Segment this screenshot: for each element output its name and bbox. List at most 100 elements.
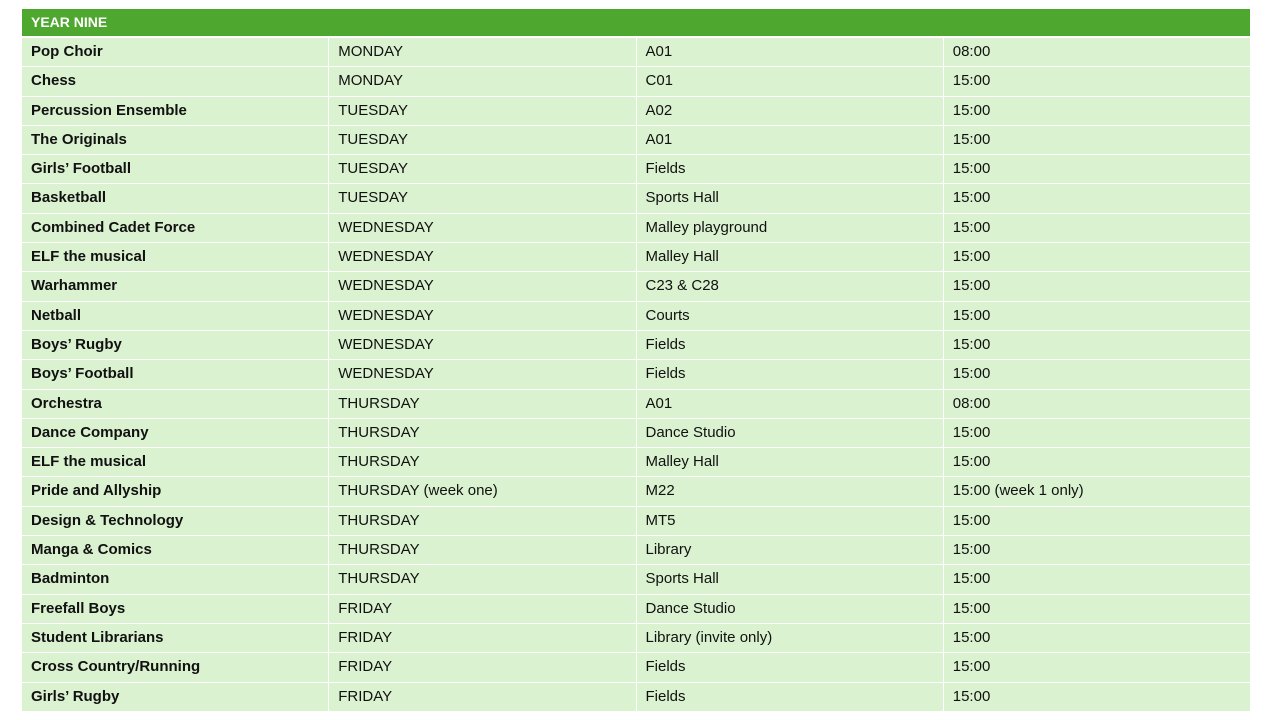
cell-activity-name: Freefall Boys xyxy=(22,594,330,624)
cell-activity-name: Pop Choir xyxy=(22,38,330,68)
cell-day: TUESDAY xyxy=(329,125,637,156)
cell-location: M22 xyxy=(636,477,944,507)
cell-day: TUESDAY xyxy=(329,155,637,185)
cell-day: FRIDAY xyxy=(329,623,637,654)
cell-activity-name: Boys’ Rugby xyxy=(22,330,330,361)
cell-location: Malley Hall xyxy=(636,448,944,478)
cell-location: Sports Hall xyxy=(636,565,944,595)
table-row: Percussion Ensemble TUESDAY A02 15:00 xyxy=(22,96,1250,126)
cell-activity-name: The Originals xyxy=(22,125,330,156)
table-row: Dance Company THURSDAY Dance Studio 15:00 xyxy=(22,418,1250,449)
cell-location: Fields xyxy=(636,330,944,361)
cell-day: THURSDAY xyxy=(329,448,637,478)
table-row: Basketball TUESDAY Sports Hall 15:00 xyxy=(22,184,1250,214)
cell-day: TUESDAY xyxy=(329,96,637,126)
cell-day: FRIDAY xyxy=(329,594,637,624)
cell-activity-name: Badminton xyxy=(22,565,330,595)
cell-time: 15:00 xyxy=(943,653,1250,683)
cell-location: C01 xyxy=(636,67,944,97)
cell-time: 15:00 xyxy=(943,536,1250,566)
table-row: Chess MONDAY C01 15:00 xyxy=(22,67,1250,97)
cell-location: Malley Hall xyxy=(636,243,944,273)
cell-activity-name: ELF the musical xyxy=(22,448,330,478)
cell-location: Malley playground xyxy=(636,213,944,244)
cell-location: Sports Hall xyxy=(636,184,944,214)
table-row: Combined Cadet Force WEDNESDAY Malley play… xyxy=(22,213,1250,244)
cell-day: WEDNESDAY xyxy=(329,243,637,273)
activities-table: YEAR NINE Pop Choir MONDAY A01 08:00 Chess MO… xyxy=(22,9,1250,712)
table-title: YEAR NINE xyxy=(22,9,1250,38)
cell-location: Fields xyxy=(636,155,944,185)
cell-time: 15:00 xyxy=(943,96,1250,126)
cell-time: 15:00 xyxy=(943,623,1250,654)
table-row: Manga & Comics THURSDAY Library 15:00 xyxy=(22,536,1250,566)
cell-day: WEDNESDAY xyxy=(329,272,637,302)
cell-location: MT5 xyxy=(636,506,944,537)
table-row: Girls’ Football TUESDAY Fields 15:00 xyxy=(22,155,1250,185)
table-row: ELF the musical THURSDAY Malley Hall 15:00 xyxy=(22,448,1250,478)
cell-time: 15:00 xyxy=(943,448,1250,478)
cell-day: WEDNESDAY xyxy=(329,213,637,244)
cell-day: THURSDAY xyxy=(329,389,637,419)
cell-location: C23 & C28 xyxy=(636,272,944,302)
cell-time: 15:00 xyxy=(943,184,1250,214)
cell-time: 15:00 xyxy=(943,330,1250,361)
cell-day: THURSDAY xyxy=(329,506,637,537)
cell-time: 15:00 xyxy=(943,155,1250,185)
cell-time: 15:00 (week 1 only) xyxy=(943,477,1250,507)
cell-location: Fields xyxy=(636,653,944,683)
cell-time: 15:00 xyxy=(943,272,1250,302)
table-row: Pop Choir MONDAY A01 08:00 xyxy=(22,38,1250,68)
cell-location: Fields xyxy=(636,360,944,390)
cell-activity-name: Orchestra xyxy=(22,389,330,419)
table-row: Design & Technology THURSDAY MT5 15:00 xyxy=(22,506,1250,537)
cell-activity-name: Cross Country/Running xyxy=(22,653,330,683)
cell-time: 15:00 xyxy=(943,67,1250,97)
cell-time: 15:00 xyxy=(943,565,1250,595)
cell-location: Courts xyxy=(636,301,944,331)
table-row: Boys’ Football WEDNESDAY Fields 15:00 xyxy=(22,360,1250,390)
table-row: The Originals TUESDAY A01 15:00 xyxy=(22,125,1250,156)
cell-activity-name: Girls’ Football xyxy=(22,155,330,185)
cell-day: FRIDAY xyxy=(329,653,637,683)
cell-day: MONDAY xyxy=(329,67,637,97)
cell-activity-name: Netball xyxy=(22,301,330,331)
cell-day: WEDNESDAY xyxy=(329,330,637,361)
cell-activity-name: Basketball xyxy=(22,184,330,214)
cell-time: 15:00 xyxy=(943,213,1250,244)
table-row: Pride and Allyship THURSDAY (week one) M22… xyxy=(22,477,1250,507)
cell-activity-name: Warhammer xyxy=(22,272,330,302)
cell-activity-name: Dance Company xyxy=(22,418,330,449)
cell-activity-name: Boys’ Football xyxy=(22,360,330,390)
cell-location: A02 xyxy=(636,96,944,126)
table-row: Netball WEDNESDAY Courts 15:00 xyxy=(22,301,1250,331)
cell-time: 15:00 xyxy=(943,243,1250,273)
table-row: Orchestra THURSDAY A01 08:00 xyxy=(22,389,1250,419)
table-body: Pop Choir MONDAY A01 08:00 Chess MONDAY C01 15:… xyxy=(22,38,1250,712)
cell-activity-name: Girls’ Rugby xyxy=(22,682,330,712)
cell-time: 08:00 xyxy=(943,38,1250,68)
table-row: Warhammer WEDNESDAY C23 & C28 15:00 xyxy=(22,272,1250,302)
cell-activity-name: Chess xyxy=(22,67,330,97)
table-row: Girls’ Rugby FRIDAY Fields 15:00 xyxy=(22,682,1250,712)
cell-time: 15:00 xyxy=(943,301,1250,331)
cell-time: 15:00 xyxy=(943,594,1250,624)
table-row: Badminton THURSDAY Sports Hall 15:00 xyxy=(22,565,1250,595)
cell-day: TUESDAY xyxy=(329,184,637,214)
cell-day: THURSDAY xyxy=(329,418,637,449)
cell-time: 15:00 xyxy=(943,125,1250,156)
cell-time: 15:00 xyxy=(943,682,1250,712)
cell-location: Dance Studio xyxy=(636,594,944,624)
cell-location: Dance Studio xyxy=(636,418,944,449)
cell-location: Library xyxy=(636,536,944,566)
cell-time: 15:00 xyxy=(943,506,1250,537)
cell-activity-name: Manga & Comics xyxy=(22,536,330,566)
cell-location: A01 xyxy=(636,125,944,156)
cell-activity-name: Combined Cadet Force xyxy=(22,213,330,244)
cell-day: THURSDAY xyxy=(329,565,637,595)
cell-location: Fields xyxy=(636,682,944,712)
cell-activity-name: Design & Technology xyxy=(22,506,330,537)
cell-location: A01 xyxy=(636,389,944,419)
table-row: Boys’ Rugby WEDNESDAY Fields 15:00 xyxy=(22,330,1250,361)
table-row: Student Librarians FRIDAY Library (invite … xyxy=(22,623,1250,654)
